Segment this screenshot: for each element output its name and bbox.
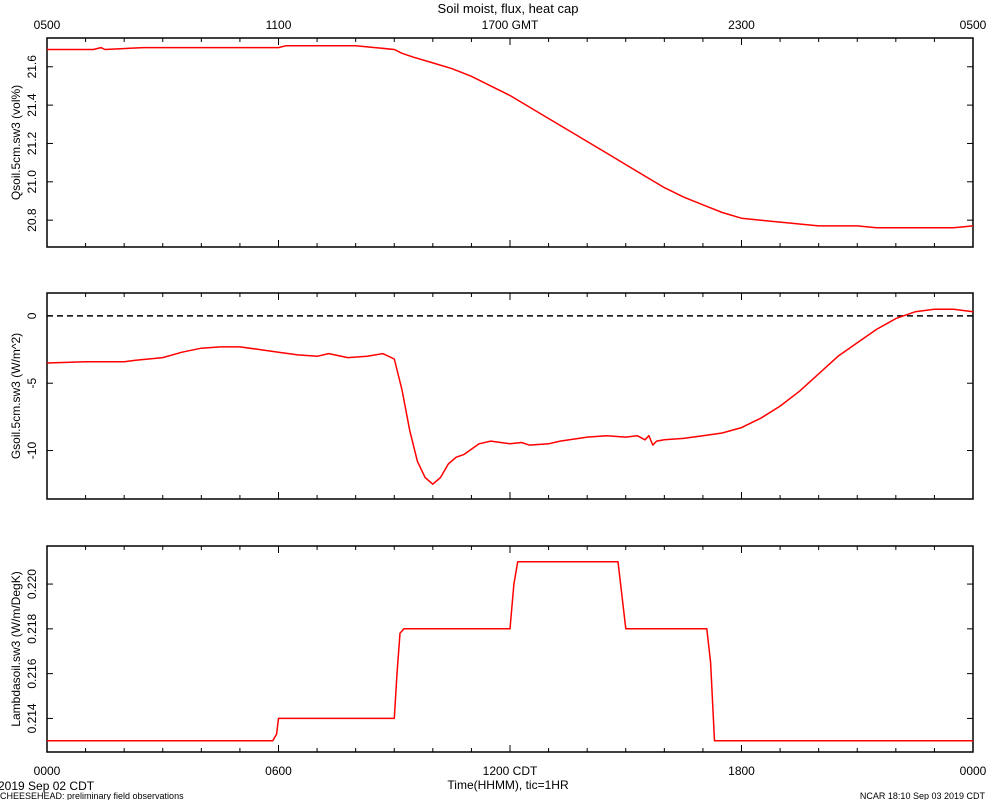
top-tick-label: 1700 GMT xyxy=(482,18,539,32)
bottom-tick-label: 0000 xyxy=(960,764,987,778)
footer-left: CHEESEHEAD: preliminary field observatio… xyxy=(0,791,184,800)
panel-soil-heat-flux: -10 -5 0 Gsoil.5cm.sw3 (W/m^2) xyxy=(9,292,974,500)
date-label: 2019 Sep 02 CDT xyxy=(0,779,95,793)
top-tick-label: 0500 xyxy=(34,18,61,32)
y-tick-label: -5 xyxy=(25,378,39,389)
footer-right: NCAR 18:10 Sep 03 2019 CDT xyxy=(860,791,986,800)
y-axis-label: Qsoil.5cm.sw3 (vol%) xyxy=(9,85,23,200)
y-tick-label: 21.6 xyxy=(25,55,39,79)
y-tick-label: 0.216 xyxy=(25,658,39,688)
bottom-tick-label: 1200 CDT xyxy=(483,764,538,778)
y-tick-label: 0.218 xyxy=(25,614,39,644)
top-axis-labels: 0500 1100 1700 GMT 2300 0500 xyxy=(34,18,987,32)
y-tick-label: 21.2 xyxy=(25,131,39,155)
y-tick-label: 0.214 xyxy=(25,703,39,733)
top-tick-label: 1100 xyxy=(266,18,292,32)
y-tick-label: 20.8 xyxy=(25,208,39,232)
x-axis-label: Time(HHMM), tic=1HR xyxy=(447,778,569,792)
plot-frame xyxy=(46,37,974,248)
series-line xyxy=(47,44,974,229)
top-tick-label: 0500 xyxy=(960,18,987,32)
bottom-tick-label: 1800 xyxy=(728,764,755,778)
y-axis-label: Gsoil.5cm.sw3 (W/m^2) xyxy=(9,333,23,459)
y-tick-label: 0.220 xyxy=(25,569,39,599)
bottom-tick-label: 0600 xyxy=(265,764,292,778)
plot-frame xyxy=(46,292,974,500)
bottom-tick-label: 0000 xyxy=(34,764,61,778)
y-tick-label: 21.0 xyxy=(25,170,39,194)
bottom-axis-labels: 0000 0600 1200 CDT 1800 0000 xyxy=(34,764,987,778)
series-line xyxy=(47,560,973,742)
y-tick-label: -10 xyxy=(25,442,39,460)
y-tick-label: 0 xyxy=(25,312,39,319)
y-axis-label: Lambdasoil.sw3 (W/m/DegK) xyxy=(9,571,23,726)
plot-frame xyxy=(46,545,974,753)
chart-title: Soil moist, flux, heat cap xyxy=(438,1,579,16)
series-line xyxy=(46,308,974,485)
y-tick-label: 21.4 xyxy=(25,93,39,117)
top-tick-label: 2300 xyxy=(728,18,755,32)
